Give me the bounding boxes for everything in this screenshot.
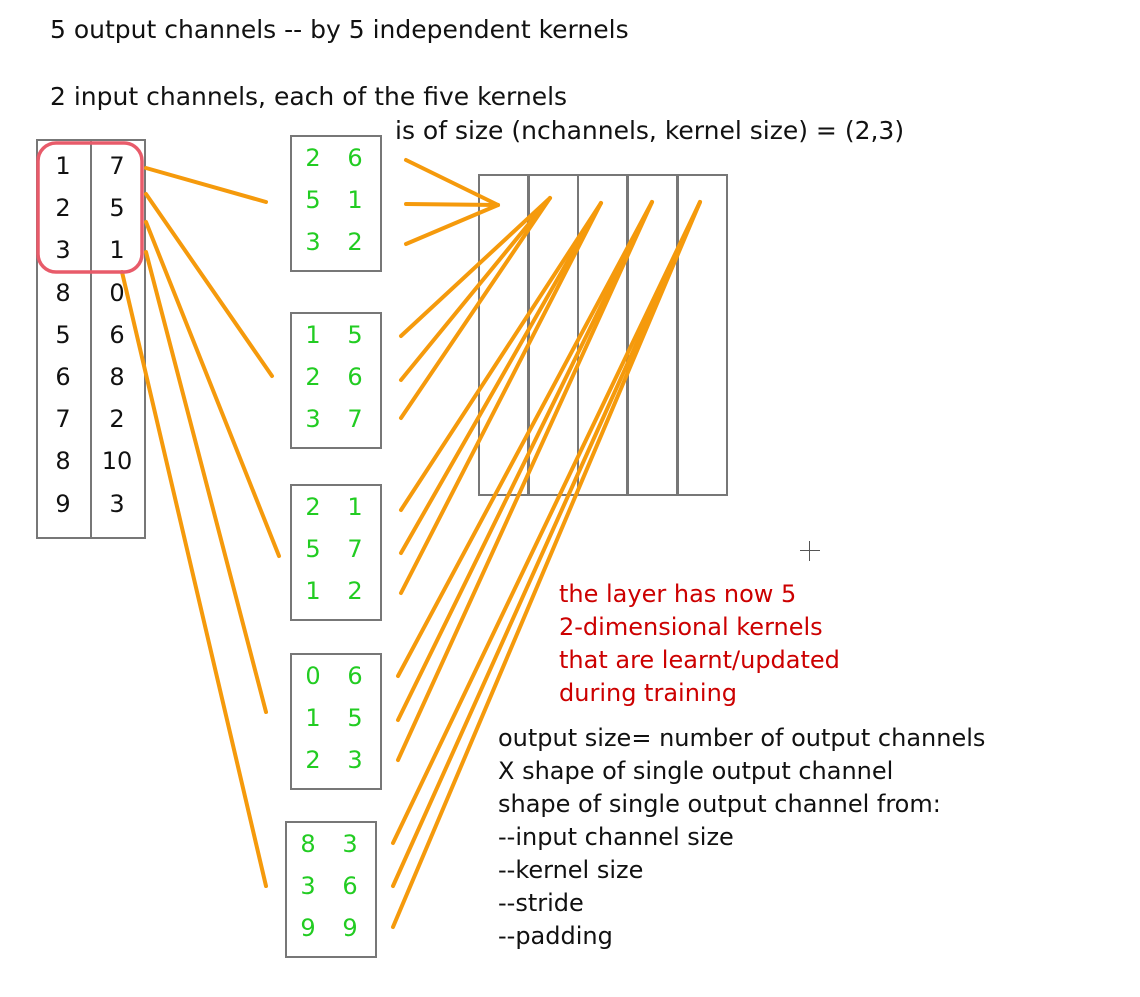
input-cell: 2 xyxy=(109,405,125,434)
input-cell: 9 xyxy=(55,489,71,518)
output-line: --padding xyxy=(498,922,613,950)
kernel-1-box xyxy=(290,135,382,272)
link-input-kernel4 xyxy=(144,250,268,714)
link-input-kernel5 xyxy=(120,270,268,888)
kernel-cell: 2 xyxy=(347,228,363,256)
input-cell: 7 xyxy=(109,152,125,180)
kernel-cell: 5 xyxy=(347,321,363,349)
input-cell: 8 xyxy=(55,447,71,476)
kernel-cell: 6 xyxy=(347,144,363,172)
link-input-kernel3 xyxy=(144,220,281,558)
output-line: --stride xyxy=(498,889,584,917)
input-cell: 1 xyxy=(55,152,71,180)
kernel-5-box xyxy=(285,821,377,958)
kernel-cell: 1 xyxy=(347,493,363,521)
input-cell: 10 xyxy=(101,447,133,476)
input-cell: 8 xyxy=(55,278,71,307)
kernel-cell: 1 xyxy=(305,321,321,349)
output-line: --kernel size xyxy=(498,856,644,884)
kernel-cell: 7 xyxy=(347,535,363,563)
kernel-cell: 3 xyxy=(342,830,358,858)
input-cell: 6 xyxy=(55,363,71,391)
kernel-cell: 3 xyxy=(305,405,321,433)
kernel-cell: 9 xyxy=(300,914,316,942)
input-cell: 8 xyxy=(109,363,125,391)
output-size-notes: output size= number of output channels X… xyxy=(498,722,985,953)
kernel-cell: 5 xyxy=(347,704,363,732)
output-line: shape of single output channel from: xyxy=(498,790,941,818)
input-cell: 7 xyxy=(55,405,71,434)
input-cell: 1 xyxy=(109,236,125,265)
output-line: X shape of single output channel xyxy=(498,757,894,785)
kernel-cell: 2 xyxy=(305,363,321,391)
crosshair-cursor-icon xyxy=(800,541,820,561)
kernel-cell: 8 xyxy=(300,830,316,858)
kernel-4-box xyxy=(290,653,382,790)
input-cell: 3 xyxy=(55,236,71,265)
kernel-cell: 3 xyxy=(300,872,316,900)
kernel-cell: 6 xyxy=(342,872,358,900)
kernel-cell: 3 xyxy=(305,228,321,256)
kernel-cell: 3 xyxy=(347,746,363,774)
kernel-cell: 2 xyxy=(347,577,363,605)
kernel-cell: 6 xyxy=(347,662,363,690)
note-line: that are learnt/updated xyxy=(559,646,840,674)
link-input-kernel2 xyxy=(144,192,274,378)
input-cell: 2 xyxy=(55,194,71,223)
output-line: --input channel size xyxy=(498,823,734,851)
kernel-cell: 7 xyxy=(347,405,363,433)
kernel-cell: 1 xyxy=(305,577,321,605)
note-line: during training xyxy=(559,679,738,707)
kernel-cell: 6 xyxy=(347,363,363,391)
input-cell: 6 xyxy=(109,320,125,349)
kernel-cell: 0 xyxy=(305,662,321,690)
input-cell: 0 xyxy=(109,278,125,307)
note-line: 2-dimensional kernels xyxy=(559,613,823,641)
heading: 5 output channels -- by 5 independent ke… xyxy=(50,15,629,44)
receptive-field-highlight xyxy=(36,141,144,274)
output-channel-5 xyxy=(677,174,728,496)
kernel-cell: 5 xyxy=(305,186,321,214)
kernel-2-box xyxy=(290,312,382,449)
kernel-cell: 2 xyxy=(305,144,321,172)
kernel-cell: 9 xyxy=(342,914,358,942)
output-line: output size= number of output channels xyxy=(498,724,986,752)
input-cell: 3 xyxy=(109,489,125,518)
subheading-line2: is of size (nchannels, kernel size) = (2… xyxy=(395,116,905,145)
subheading-line1: 2 input channels, each of the five kerne… xyxy=(50,82,568,111)
input-cell: 5 xyxy=(55,320,71,349)
input-col2-box xyxy=(90,139,146,539)
input-cell: 5 xyxy=(109,194,125,223)
link-input-kernel1 xyxy=(144,166,268,204)
kernel-cell: 2 xyxy=(305,493,321,521)
kernel-cell: 1 xyxy=(347,186,363,214)
kernel-cell: 1 xyxy=(305,704,321,732)
kernel-cell: 2 xyxy=(305,746,321,774)
note-line: the layer has now 5 xyxy=(559,580,797,608)
kernel-cell: 5 xyxy=(305,535,321,563)
kernel-3-box xyxy=(290,484,382,621)
training-note: the layer has now 5 2-dimensional kernel… xyxy=(559,578,840,710)
